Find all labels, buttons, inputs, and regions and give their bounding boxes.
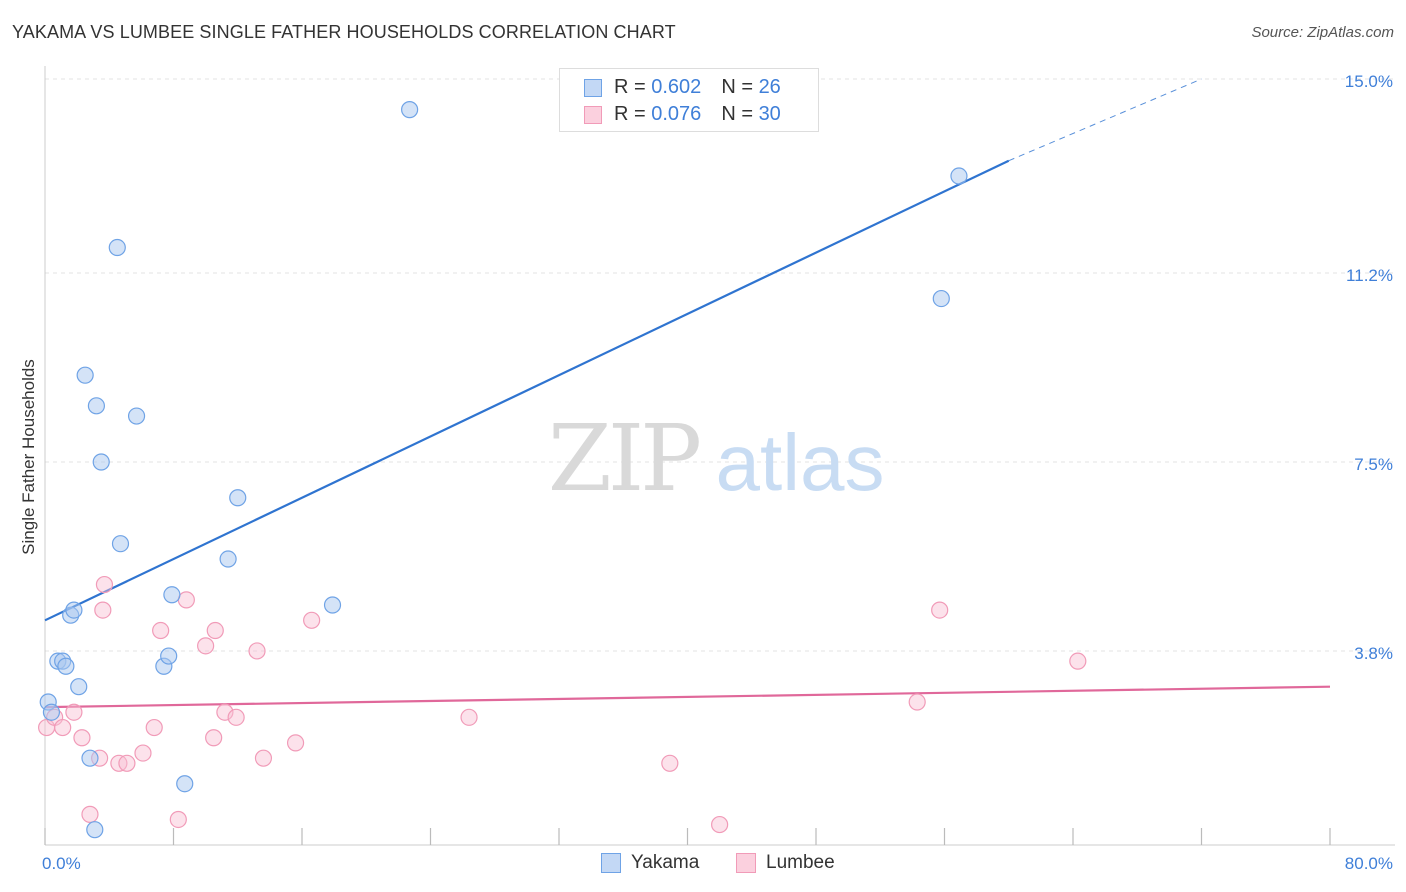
lumbee-point [152,621,170,640]
lumbee-point [908,693,926,711]
yakama-point [92,453,110,471]
tick-labels: 3.8% 7.5% 11.2% 15.0% 0.0% 80.0% [42,72,1393,873]
yakama-point [323,596,342,614]
yakama-point [70,678,88,696]
lumbee-point [460,708,478,726]
yakama-point [87,397,106,415]
yakama-point [127,407,146,425]
lumbee-point [197,637,215,655]
lumbee-point [661,754,679,772]
yakama-point [65,601,83,619]
lumbee-point [254,749,273,767]
yakama-point [42,703,61,721]
yakama-point [111,535,130,553]
lumbee-point [216,703,234,721]
correlation-legend: R = 0.602 N = 26 R = 0.076 N = 30 [559,68,819,132]
lumbee-point [177,591,195,609]
gridlines [45,78,1395,652]
lumbee-legend-swatch [736,852,756,873]
lumbee-point [73,729,91,747]
legend-item-lumbee[interactable]: Lumbee [736,852,835,874]
yakama-point [229,489,247,507]
y-tick-label: 7.5% [1354,455,1393,474]
y-tick-label: 15.0% [1345,72,1393,91]
lumbee-r-value: 0.076 [651,103,702,125]
lumbee-point [134,744,152,762]
yakama-point [160,647,178,665]
yakama-point [81,749,99,767]
yakama-point [86,821,104,839]
lumbee-trend-line [44,685,1331,709]
yakama-point [932,289,950,308]
lumbee-point [711,815,729,834]
watermark-atlas: atlas [716,418,885,507]
legend-item-yakama[interactable]: Yakama [601,852,699,874]
source-label: Source: ZipAtlas.com [1251,24,1394,41]
lumbee-point [145,718,163,737]
lumbee-point [248,642,266,660]
yakama-n-value: 26 [758,76,781,98]
lumbee-point [303,611,321,629]
yakama-point [219,550,237,568]
legend-row-yakama: R = 0.602 N = 26 [584,76,781,98]
yakama-point [57,657,75,675]
lumbee-swatch [584,105,602,124]
x-tick-label-max: 80.0% [1345,854,1393,873]
lumbee-point [95,575,114,594]
lumbee-point [206,621,224,640]
y-tick-label: 11.2% [1346,266,1393,285]
yakama-legend-swatch [601,852,621,873]
yakama-point [163,586,181,604]
lumbee-n-value: 30 [758,103,781,125]
chart-title: YAKAMA VS LUMBEE SINGLE FATHER HOUSEHOLD… [12,22,676,42]
trend-lines [44,78,1331,709]
lumbee-point [286,734,305,752]
yakama-point [76,366,94,384]
lumbee-point [205,729,223,747]
y-tick-label: 3.8% [1354,644,1393,663]
yakama-trend-extension [1008,78,1202,162]
yakama-trend-line [44,159,1010,622]
lumbee-point [94,601,112,619]
watermark-zip: ZIP [548,405,699,512]
lumbee-point [1069,652,1087,670]
lumbee-point [118,754,136,772]
yakama-point [401,101,419,119]
yakama-point [176,775,194,793]
y-axis-label: Single Father Households [19,359,38,555]
lumbee-point [81,805,99,823]
yakama-point [108,238,126,257]
legend-row-lumbee: R = 0.076 N = 30 [584,103,781,125]
yakama-point [950,167,968,185]
lumbee-point [931,601,949,619]
lumbee-point [54,718,72,737]
lumbee-point [169,810,187,829]
yakama-swatch [584,78,602,97]
yakama-r-value: 0.602 [651,76,702,98]
lumbee-point [65,703,83,721]
series-legend: Yakama Lumbee [0,852,1406,878]
lumbee-point [227,708,245,726]
x-tick-label-min: 0.0% [42,854,81,873]
data-points [38,101,1087,839]
